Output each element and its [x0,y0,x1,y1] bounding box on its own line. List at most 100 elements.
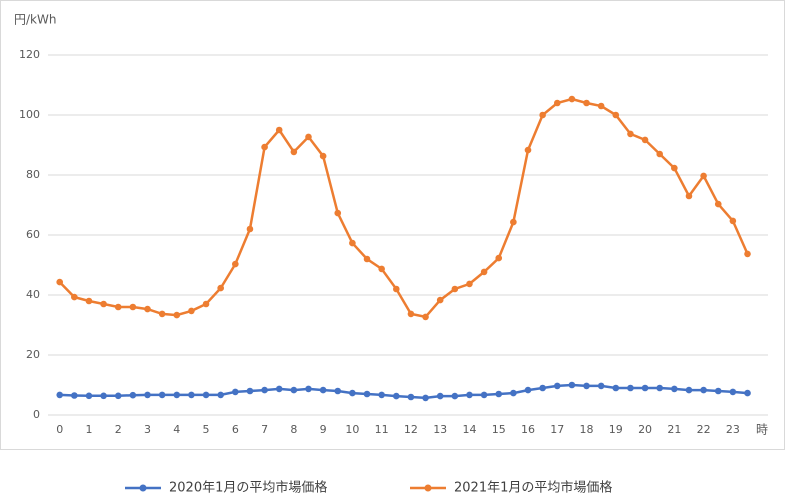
data-point [612,384,620,392]
x-tick-label: 5 [203,423,210,436]
data-point [583,382,590,390]
data-point [246,225,254,233]
data-point [85,392,93,400]
data-point [275,385,283,393]
y-tick-label: 60 [26,228,40,241]
data-point [700,386,707,394]
data-point [583,99,590,107]
data-point [729,217,737,225]
data-point [714,387,722,395]
data-point [392,392,400,400]
data-point [319,386,327,394]
data-point [568,381,576,389]
data-point [188,307,195,315]
data-point [495,390,503,398]
data-point [275,126,283,134]
data-point [480,268,488,276]
x-tick-label: 7 [261,423,268,436]
data-point [334,209,342,217]
data-point [451,392,459,400]
x-tick-label: 10 [345,423,359,436]
data-point [158,310,166,318]
data-point [436,296,444,304]
data-point [685,192,693,200]
data-point [363,255,371,263]
x-tick-label: 0 [56,423,63,436]
data-point [568,95,576,103]
data-point [671,164,678,172]
data-point [451,285,459,293]
x-tick-label: 14 [462,423,476,436]
data-point [114,303,122,311]
data-point [363,390,371,398]
data-point [114,392,122,400]
data-point [553,99,561,107]
data-point [232,388,239,396]
data-point [129,391,137,399]
y-tick-label: 20 [26,348,40,361]
data-point [641,384,649,392]
data-point [100,392,107,400]
data-point [597,382,605,390]
data-point [744,250,751,258]
data-point [188,391,195,399]
x-tick-label: 8 [290,423,297,436]
data-point [56,391,64,399]
data-point [656,150,664,158]
data-point [232,260,239,268]
data-point [539,111,546,119]
legend-marker [139,484,147,492]
data-point [349,239,356,247]
x-tick-label: 2 [115,423,122,436]
data-point [627,130,634,138]
x-tick-label: 1 [85,423,92,436]
data-point [290,386,298,394]
data-point [202,300,210,308]
y-unit-label: 円/kWh [14,13,56,27]
data-point [129,303,137,311]
data-point [173,311,181,319]
data-point [510,218,517,226]
x-tick-label: 13 [433,423,447,436]
x-tick-label: 12 [404,423,418,436]
data-point [466,391,473,399]
data-point [56,278,64,286]
data-point [261,386,268,394]
x-tick-label: 23 [726,423,740,436]
data-point [290,148,298,156]
data-point [378,265,385,273]
data-point [700,172,707,180]
data-point [729,388,737,396]
legend-label: 2021年1月の平均市場価格 [454,480,612,496]
x-tick-label: 17 [550,423,564,436]
data-point [349,389,356,397]
data-point [71,293,78,301]
data-point [744,389,751,397]
data-point [407,393,415,401]
x-tick-label: 9 [320,423,327,436]
y-tick-label: 100 [19,108,40,121]
x-tick-label: 6 [232,423,239,436]
data-point [553,382,561,390]
x-tick-label: 3 [144,423,151,436]
data-point [392,285,400,293]
data-point [305,133,312,141]
x-tick-label: 4 [173,423,180,436]
data-point [334,387,342,395]
x-tick-label: 19 [609,423,623,436]
data-point [261,143,268,151]
data-point [466,280,473,288]
data-point [246,387,254,395]
data-point [305,385,312,393]
y-tick-label: 120 [19,48,40,61]
data-point [656,384,664,392]
x-tick-label: 20 [638,423,652,436]
data-point [100,300,107,308]
data-point [641,136,649,144]
data-point [158,391,166,399]
data-point [480,391,488,399]
data-point [714,200,722,208]
x-tick-label: 21 [667,423,681,436]
x-tick-label: 22 [697,423,711,436]
